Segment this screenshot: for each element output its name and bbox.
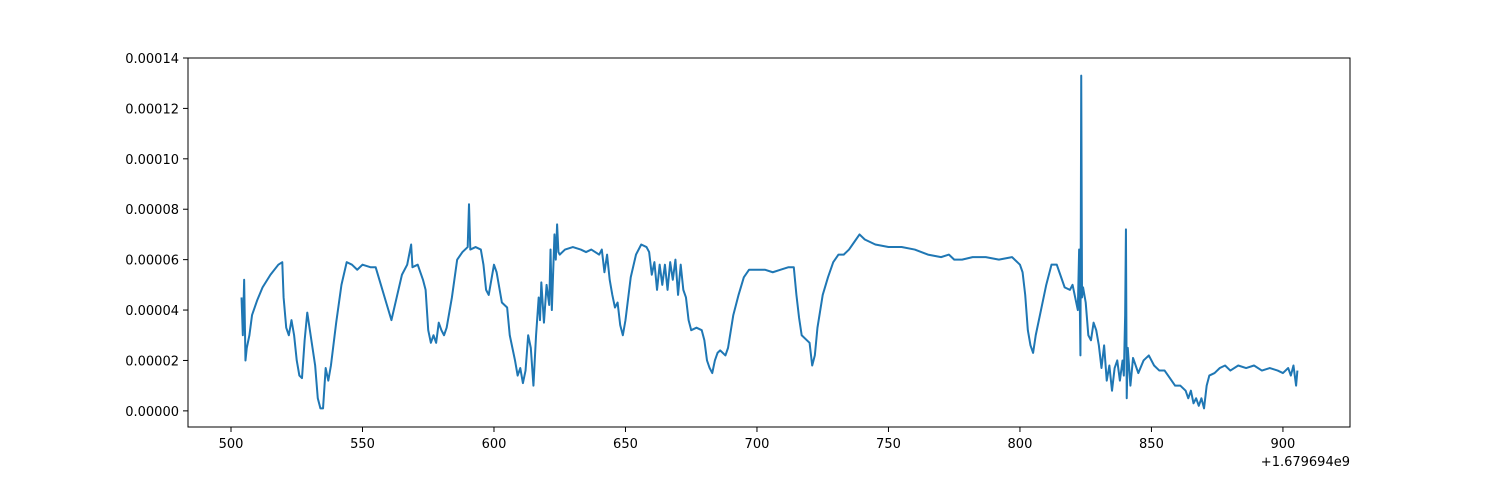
x-tick-label: 500 (219, 437, 244, 452)
x-tick-label: 900 (1271, 437, 1296, 452)
y-tick-label: 0.00006 (125, 254, 179, 269)
plot-frame (187, 57, 1351, 428)
y-tick-label: 0.00014 (125, 52, 179, 67)
data-line (240, 74, 1299, 410)
y-tick-label: 0.00008 (125, 203, 179, 218)
y-tick-label: 0.00010 (125, 153, 179, 168)
x-tick-label: 800 (1008, 437, 1033, 452)
x-tick-label: 550 (350, 437, 375, 452)
x-tick-label: 700 (745, 437, 770, 452)
y-tick-label: 0.00004 (125, 304, 179, 319)
x-offset-label: +1.679694e9 (1261, 455, 1350, 470)
y-tick-label: 0.00000 (125, 405, 179, 420)
y-tick-label: 0.00012 (125, 102, 179, 117)
x-tick-label: 600 (482, 437, 507, 452)
x-tick-label: 650 (613, 437, 638, 452)
x-tick-label: 750 (876, 437, 901, 452)
y-tick-label: 0.00002 (125, 354, 179, 369)
x-tick-label: 850 (1139, 437, 1164, 452)
